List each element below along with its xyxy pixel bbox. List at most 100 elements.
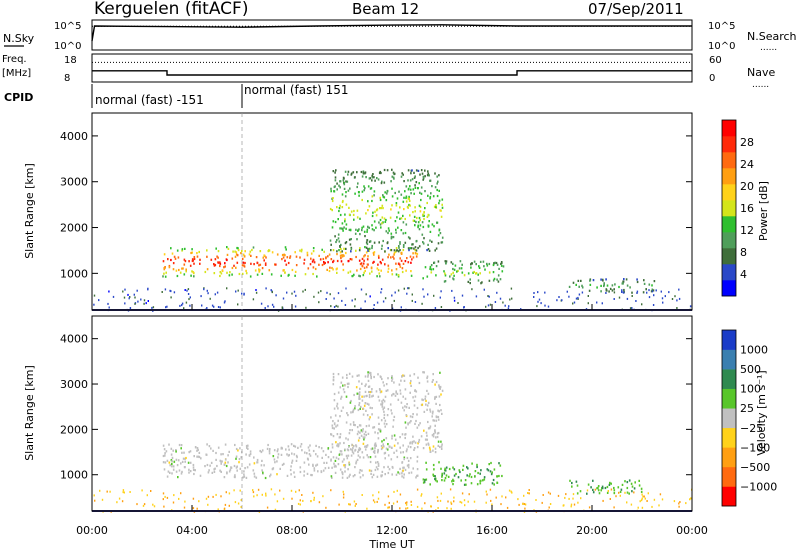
data-cell — [373, 194, 375, 197]
data-cell — [445, 474, 448, 477]
data-cell — [331, 426, 334, 430]
data-cell — [673, 500, 676, 503]
data-cell — [464, 504, 466, 507]
data-cell — [271, 251, 274, 254]
data-cell — [581, 284, 583, 287]
data-cell — [237, 449, 239, 452]
data-cell — [679, 501, 681, 503]
data-cell — [463, 274, 466, 277]
data-cell — [337, 457, 340, 461]
data-cell — [295, 255, 298, 258]
data-cell — [414, 175, 416, 178]
data-cell — [418, 424, 420, 427]
data-cell — [368, 247, 371, 250]
data-cell — [392, 171, 395, 174]
data-cell — [371, 199, 373, 203]
data-cell — [410, 379, 412, 383]
data-cell — [323, 250, 325, 253]
data-cell — [337, 292, 340, 295]
data-cell — [421, 302, 423, 305]
data-cell — [235, 290, 237, 293]
data-cell — [421, 221, 424, 224]
data-cell — [396, 216, 398, 219]
data-cell — [547, 491, 550, 494]
data-cell — [276, 460, 278, 463]
data-cell — [437, 440, 440, 443]
data-cell — [226, 258, 228, 262]
data-cell — [374, 179, 376, 182]
data-cell — [196, 455, 198, 458]
data-cell — [379, 391, 382, 394]
data-cell — [332, 379, 335, 382]
data-cell — [129, 307, 132, 309]
colorbar-frame — [721, 329, 737, 507]
data-cell — [312, 250, 315, 253]
data-cell — [415, 220, 417, 224]
data-cell — [418, 228, 421, 231]
data-cell — [182, 267, 184, 270]
data-cell — [290, 489, 293, 492]
data-cell — [216, 255, 218, 258]
data-cell — [433, 294, 435, 297]
data-cell — [347, 438, 349, 441]
data-cell — [406, 501, 408, 504]
nsearch-legend: ...... — [760, 43, 777, 53]
data-cell — [383, 168, 386, 172]
data-cell — [390, 446, 393, 449]
data-cell — [177, 256, 180, 259]
data-cell — [422, 175, 425, 178]
data-cell — [328, 253, 331, 256]
data-cell — [439, 403, 441, 407]
data-cell — [392, 502, 395, 505]
data-cell — [350, 399, 352, 403]
data-cell — [483, 478, 486, 481]
data-cell — [589, 279, 591, 282]
data-cell — [193, 262, 195, 265]
data-cell — [163, 505, 165, 508]
data-cell — [462, 468, 464, 471]
data-cell — [452, 466, 454, 469]
data-cell — [212, 495, 214, 498]
data-cell — [392, 419, 395, 422]
colorbar-tick-label: 500 — [740, 363, 761, 376]
data-cell — [322, 257, 325, 261]
data-cell — [587, 483, 590, 486]
data-cell — [600, 489, 602, 492]
data-cell — [276, 500, 279, 503]
data-cell — [407, 287, 409, 290]
data-cell — [424, 169, 426, 172]
data-cell — [540, 302, 542, 305]
data-cell — [690, 497, 692, 500]
data-cell — [361, 469, 363, 472]
data-cell — [393, 444, 396, 447]
data-cell — [371, 195, 374, 198]
data-cell — [479, 272, 481, 275]
data-cell — [357, 408, 360, 412]
data-cell — [496, 278, 498, 281]
data-cell — [424, 502, 426, 505]
data-cell — [575, 480, 578, 483]
x-tick-label: 04:00 — [176, 524, 208, 537]
data-cell — [421, 233, 424, 236]
data-cell — [452, 278, 455, 281]
data-cell — [316, 455, 319, 458]
data-cell — [592, 491, 595, 494]
data-cell — [416, 455, 419, 458]
data-cell — [371, 447, 374, 450]
data-cell — [383, 410, 385, 413]
data-cell — [653, 280, 656, 283]
data-cell — [363, 436, 366, 439]
data-cell — [381, 216, 384, 219]
data-cell — [417, 169, 420, 172]
data-cell — [184, 466, 186, 469]
data-cell — [122, 489, 125, 492]
data-cell — [497, 280, 500, 283]
data-cell — [380, 376, 382, 379]
data-cell — [318, 501, 321, 504]
data-cell — [621, 290, 623, 293]
data-cell — [169, 464, 171, 467]
data-cell — [404, 260, 407, 263]
data-cell — [232, 250, 234, 253]
data-cell — [427, 293, 429, 296]
